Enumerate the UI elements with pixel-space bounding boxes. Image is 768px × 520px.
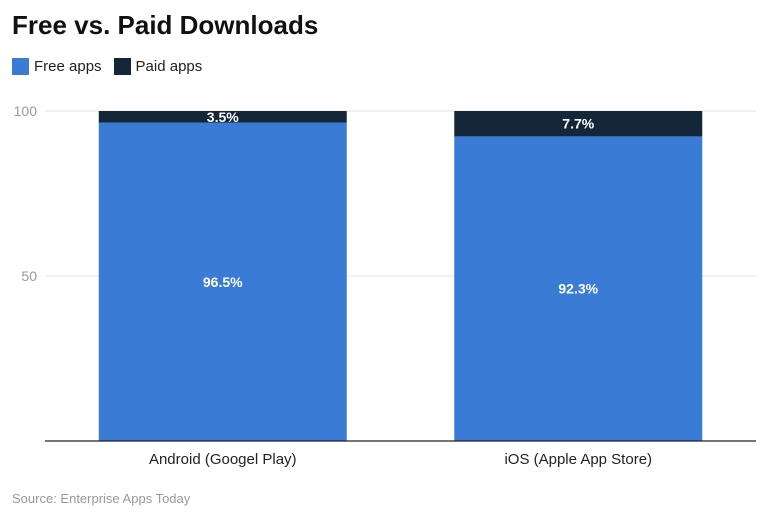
data-label-paid-1: 7.7% bbox=[562, 116, 594, 132]
x-tick-label-1: iOS (Apple App Store) bbox=[504, 451, 652, 468]
legend-item-free: Free apps bbox=[12, 58, 102, 75]
data-label-free-1: 92.3% bbox=[558, 281, 598, 297]
x-tick-label-0: Android (Googel Play) bbox=[149, 451, 297, 468]
bar-paid-1 bbox=[454, 111, 703, 137]
y-tick-label-100: 100 bbox=[14, 103, 38, 119]
data-label-free-0: 96.5% bbox=[203, 274, 243, 290]
source-note: Source: Enterprise Apps Today bbox=[12, 491, 191, 506]
legend-swatch-paid bbox=[113, 58, 131, 75]
legend: Free apps Paid apps bbox=[12, 58, 214, 75]
stacked-bar-chart: 50 100 96.5% 3.5% Android (Googel Play) 92.3%… bbox=[14, 103, 756, 468]
legend-swatch-free bbox=[12, 58, 29, 75]
legend-label-paid: Paid apps bbox=[135, 58, 203, 75]
data-label-paid-0: 3.5% bbox=[207, 109, 239, 125]
legend-item-paid: Paid apps bbox=[113, 58, 203, 75]
bar-free-0 bbox=[98, 122, 347, 442]
legend-label-free: Free apps bbox=[34, 58, 102, 75]
bar-paid-0 bbox=[98, 111, 347, 123]
chart-title: Free vs. Paid Downloads bbox=[12, 10, 319, 40]
bar-free-1 bbox=[454, 136, 703, 441]
y-tick-label-50: 50 bbox=[21, 268, 37, 284]
